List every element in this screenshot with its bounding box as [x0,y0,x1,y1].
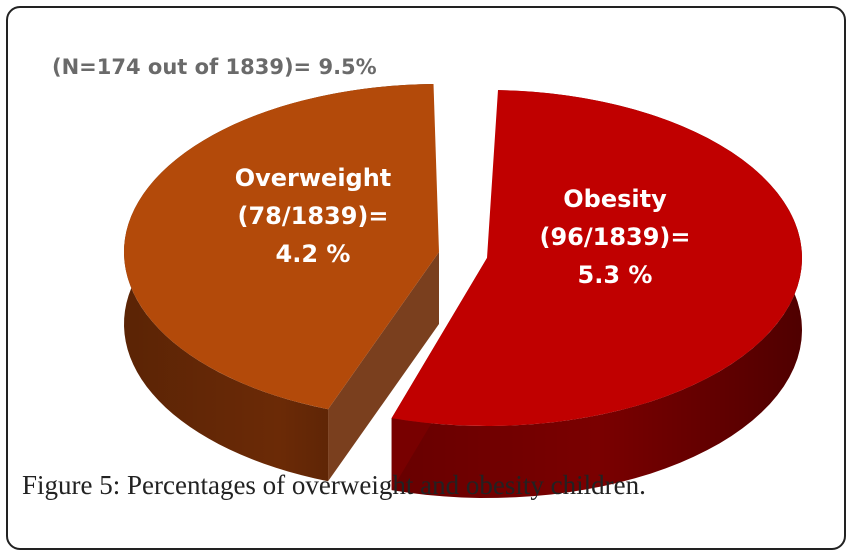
chart-title: (N=174 out of 1839)= 9.5% [52,55,377,79]
pie-labels: Obesity (96/1839)= 5.3 % Overweight (78/1839… [235,164,691,289]
slice-label-overweight-line3: 4.2 % [276,240,351,268]
slice-label-obesity-line3: 5.3 % [578,261,653,289]
slice-label-obesity-line1: Obesity [563,185,667,213]
slice-top-face [391,90,803,427]
slice-cut-face [328,252,439,482]
figure-caption: Figure 5: Percentages of overweight and … [22,470,646,501]
slice-label-overweight-line1: Overweight [235,164,392,192]
pie-slice-obesity [391,90,803,498]
pie-slice-overweight [124,84,439,482]
caption-label: Figure 5 [22,470,113,500]
pie-slices [124,84,803,498]
slice-label-overweight-line2: (78/1839)= [237,202,388,230]
caption-text: : Percentages of overweight and obesity … [112,470,646,500]
slice-label-obesity-line2: (96/1839)= [539,223,690,251]
slice-top-face [124,84,439,410]
